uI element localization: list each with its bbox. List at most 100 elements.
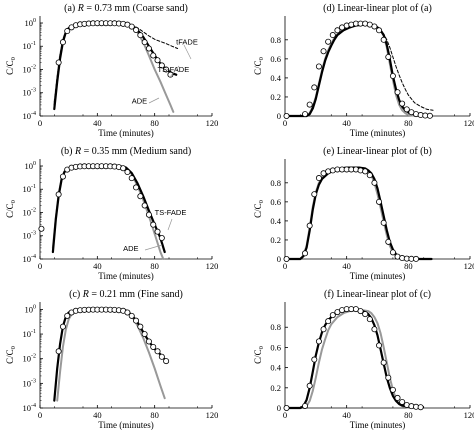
annotation-label: tFADE [176,37,198,46]
data-point [154,228,161,235]
y-tick-exponent: -2 [31,207,36,213]
title-prefix: (b) [61,146,75,157]
y-label-main: C/C [5,60,15,75]
x-tick-label: 80 [404,118,413,128]
y-tick-label: 100 [25,18,37,28]
data-point [64,28,71,35]
x-tick-label: 40 [342,410,351,420]
x-tick-label: 0 [283,410,287,420]
data-point [124,309,131,316]
x-tick-label: 80 [404,261,413,271]
title-rest: = 0.21 mm (Fine sand) [89,289,183,300]
y-tick-base: 10 [23,207,32,217]
y-tick-label: 10-4 [23,403,37,413]
data-point [283,113,290,120]
x-axis-label: Time (minutes) [98,271,153,281]
panel-title: (f) Linear-linear plot of (c) [324,289,431,300]
y-tick-label: 0.2 [270,92,281,102]
x-axis-label: Time (minutes) [350,128,405,138]
y-tick-exponent: -4 [31,254,36,260]
y-label-main: C/C [253,203,263,218]
data-point [371,326,378,333]
data-point [380,219,387,226]
data-point [380,36,387,43]
y-label-sub: 0 [10,200,17,203]
annotation-leader [183,44,192,60]
y-tick-exponent: -1 [31,41,36,47]
y-tick-base: 10 [23,254,32,264]
y-tick-label: 10-3 [23,231,37,241]
data-point [55,59,62,66]
panel-title: (d) Linear-linear plot of (a) [323,3,432,14]
data-point [158,62,165,69]
data-point [394,394,401,401]
data-point [311,84,318,91]
data-point [124,169,131,176]
x-tick-label: 80 [150,118,159,128]
y-label-sub: 0 [10,346,17,349]
y-axis-label: C/C0 [253,57,265,75]
y-tick-base: 10 [23,231,32,241]
y-tick-label: 0.4 [270,73,281,83]
data-point [302,402,309,409]
y-tick-exponent: -4 [31,403,36,409]
x-tick-label: 40 [93,410,102,420]
y-tick-base: 10 [23,378,32,388]
annotation-label: TS-FADE [158,65,190,74]
y-tick-label: 0.8 [270,35,281,45]
data-point [150,221,157,228]
data-point [145,338,152,345]
series-line-black [283,309,422,410]
y-tick-exponent: -3 [31,88,36,94]
x-axis-label: Time (minutes) [350,271,405,281]
data-point [137,193,144,200]
y-tick-label: 10-1 [23,41,37,51]
data-point [426,112,433,119]
data-point [141,202,148,209]
data-point [133,317,140,324]
data-point [59,323,66,330]
data-point [399,100,406,107]
data-point [389,249,396,256]
x-axis-label: Time (minutes) [98,128,153,138]
y-tick-exponent: -1 [31,329,36,335]
data-point [302,250,309,257]
y-label-sub: 0 [258,346,265,349]
x-tick-label: 40 [342,261,351,271]
y-tick-label: 10-2 [23,64,37,74]
y-tick-label: 100 [25,161,37,171]
y-tick-exponent: -2 [31,354,36,360]
y-tick-base: 10 [23,184,32,194]
x-tick-label: 40 [93,261,102,271]
data-point [141,331,148,338]
data-point [362,168,369,175]
data-point [385,238,392,245]
y-tick-exponent: -3 [31,231,36,237]
data-point [371,179,378,186]
x-tick-label: 80 [404,410,413,420]
data-point [158,353,165,360]
data-point [329,32,336,39]
data-point [55,348,62,355]
y-axis-label: C/C0 [253,200,265,218]
data-point [357,308,364,315]
data-point [306,101,313,108]
y-tick-base: 10 [23,88,32,98]
y-tick-label: 10-4 [23,254,37,264]
y-tick-base: 10 [25,304,34,314]
annotation-label: ADE [132,96,147,105]
panel-title: (b) R = 0.35 mm (Medium sand) [61,146,191,157]
annotation-label: ADE [123,244,138,253]
title-prefix: (d) Linear-linear plot of (a) [323,3,432,14]
data-point [325,38,332,45]
data-point [150,343,157,350]
series-line-gray [284,309,421,409]
data-point [64,312,71,319]
data-point [154,348,161,355]
data-point [376,27,383,34]
data-point [141,39,148,46]
x-tick-label: 40 [93,118,102,128]
data-point [55,191,62,198]
data-point [120,165,127,172]
